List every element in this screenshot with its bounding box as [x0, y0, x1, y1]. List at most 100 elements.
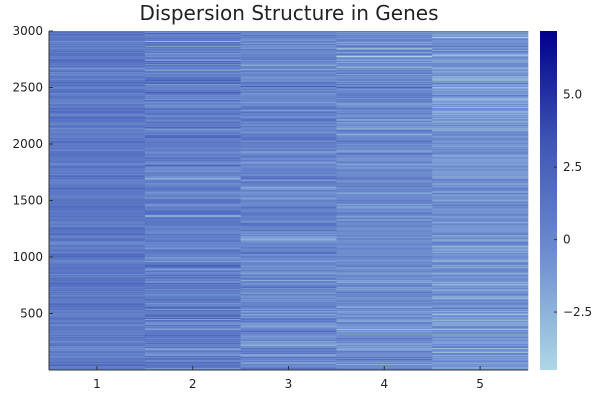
- heatmap-cell: [240, 157, 337, 159]
- heatmap-cell: [144, 340, 241, 342]
- heatmap-cell: [432, 266, 529, 268]
- heatmap-cell: [240, 263, 337, 265]
- heatmap-cell: [432, 184, 529, 186]
- heatmap-cell: [49, 204, 146, 206]
- heatmap-cell: [432, 356, 529, 358]
- heatmap-cell: [432, 219, 529, 221]
- heatmap-cell: [49, 54, 146, 57]
- heatmap-cell: [144, 32, 241, 34]
- heatmap-cell: [49, 221, 146, 223]
- heatmap-cell: [49, 51, 146, 54]
- heatmap-cell: [144, 346, 241, 348]
- heatmap-cell: [49, 152, 146, 154]
- heatmap-cell: [49, 74, 146, 77]
- heatmap-cell: [432, 351, 529, 353]
- heatmap-cell: [336, 258, 433, 260]
- heatmap-cell: [240, 314, 337, 316]
- heatmap-cell: [240, 132, 337, 134]
- heatmap-cell: [240, 172, 337, 174]
- heatmap-cell: [432, 329, 529, 331]
- heatmap-cell: [144, 341, 241, 343]
- heatmap-cell: [49, 40, 146, 43]
- heatmap-cell: [336, 41, 433, 44]
- heatmap-cell: [336, 202, 433, 204]
- heatmap-cell: [240, 139, 337, 141]
- heatmap-cell: [240, 179, 337, 181]
- heatmap-cell: [144, 294, 241, 296]
- heatmap-cell: [240, 82, 337, 85]
- heatmap-cell: [144, 208, 241, 210]
- heatmap-cell: [336, 70, 433, 73]
- heatmap-cell: [49, 328, 146, 330]
- heatmap-cell: [144, 89, 241, 92]
- heatmap-cell: [240, 81, 337, 84]
- heatmap-cell: [144, 86, 241, 89]
- heatmap-cell: [49, 173, 146, 175]
- heatmap-cell: [432, 242, 529, 244]
- heatmap-cell: [144, 274, 241, 276]
- heatmap-cell: [432, 154, 529, 156]
- heatmap-cell: [336, 100, 433, 103]
- heatmap-cell: [144, 214, 241, 216]
- heatmap-cell: [336, 176, 433, 178]
- heatmap-cell: [336, 85, 433, 88]
- heatmap-cell: [432, 119, 529, 122]
- heatmap-cell: [336, 182, 433, 184]
- heatmap-cell: [432, 169, 529, 171]
- heatmap-cell: [432, 61, 529, 64]
- heatmap-cell: [432, 215, 529, 217]
- heatmap-cell: [144, 62, 241, 65]
- heatmap-cell: [49, 107, 146, 110]
- heatmap-cell: [49, 150, 146, 152]
- heatmap-cell: [240, 323, 337, 325]
- heatmap-cell: [432, 33, 529, 36]
- heatmap-cell: [144, 213, 241, 215]
- heatmap-cell: [240, 331, 337, 333]
- heatmap-cell: [336, 214, 433, 216]
- heatmap-cell: [240, 268, 337, 270]
- heatmap-cell: [432, 80, 529, 83]
- heatmap-cell: [49, 167, 146, 169]
- heatmap-cell: [336, 327, 433, 329]
- heatmap-cell: [240, 271, 337, 273]
- heatmap-cell: [432, 291, 529, 293]
- heatmap-cell: [144, 66, 241, 69]
- heatmap-cell: [432, 186, 529, 188]
- heatmap-cell: [240, 156, 337, 158]
- heatmap-cell: [144, 347, 241, 349]
- heatmap-cell: [336, 261, 433, 263]
- heatmap-cell: [144, 137, 241, 139]
- heatmap-cell: [240, 330, 337, 332]
- heatmap-cell: [432, 150, 529, 152]
- heatmap-cell: [49, 188, 146, 190]
- heatmap-cell: [240, 69, 337, 72]
- heatmap-cell: [336, 144, 433, 146]
- heatmap-cell: [49, 294, 146, 296]
- heatmap-cell: [240, 119, 337, 122]
- heatmap-cell: [432, 285, 529, 287]
- heatmap-cell: [144, 124, 241, 127]
- heatmap-cell: [240, 310, 337, 312]
- heatmap-cell: [240, 352, 337, 354]
- heatmap-cell: [144, 286, 241, 288]
- heatmap-cell: [240, 223, 337, 225]
- heatmap-cell: [49, 185, 146, 187]
- heatmap-cell: [336, 319, 433, 321]
- heatmap-cell: [240, 237, 337, 239]
- heatmap-cell: [240, 197, 337, 199]
- heatmap-cell: [432, 362, 529, 364]
- heatmap-cell: [240, 186, 337, 188]
- heatmap-cell: [432, 76, 529, 79]
- heatmap-cell: [432, 272, 529, 274]
- heatmap-cell: [144, 82, 241, 85]
- heatmap-cell: [432, 38, 529, 41]
- heatmap-cell: [49, 99, 146, 102]
- heatmap-cell: [144, 94, 241, 97]
- heatmap-cell: [336, 142, 433, 144]
- heatmap-cell: [49, 62, 146, 65]
- heatmap-cell: [240, 305, 337, 307]
- heatmap-cell: [144, 64, 241, 67]
- heatmap-cell: [144, 139, 241, 141]
- heatmap-cell: [240, 138, 337, 140]
